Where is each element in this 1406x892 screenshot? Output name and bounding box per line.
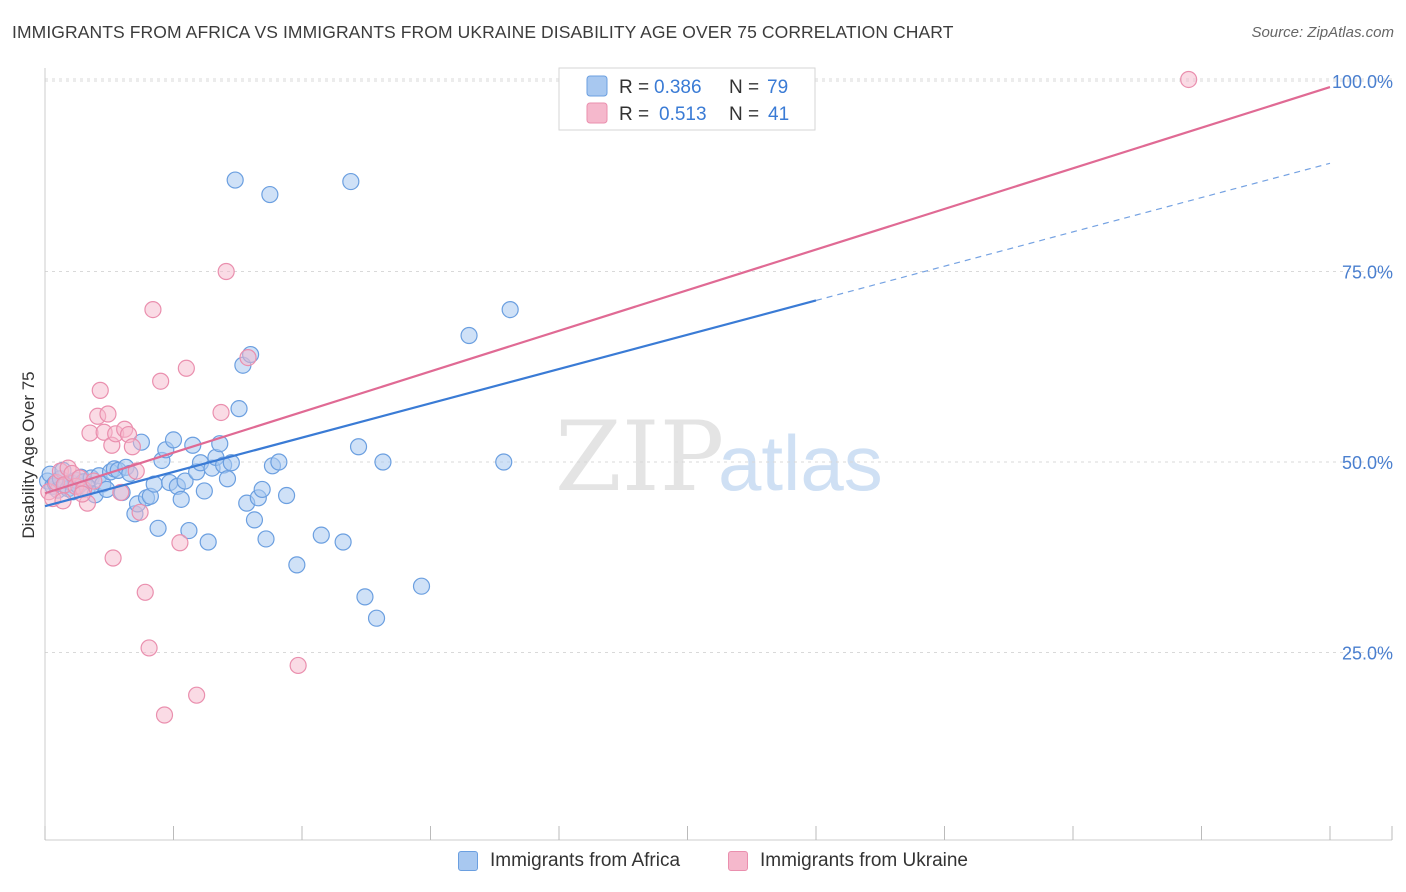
africa-point [412,577,431,595]
legend-top: R = 0.386 N = 79 R = 0.513 N = 41 [558,67,816,131]
africa-point [312,526,330,544]
y-tick-label: 50.0% [1342,453,1393,473]
africa-point [374,453,392,471]
source-label: Source: ZipAtlas.com [1251,24,1394,41]
watermark-zip: ZIP [555,401,724,513]
trend-lines [44,86,1331,508]
scatter-chart: ZIP atlas 25.0%50.0%75.0%100.0% 0.0%100.… [19,67,1393,841]
ukraine-point [144,301,162,319]
legend-ukraine-swatch [586,102,608,124]
legend-item-ukraine[interactable]: Immigrants from Ukraine [728,850,968,872]
legend-bottom: Immigrants from Africa Immigrants from U… [0,850,1406,880]
legend-ukraine-r-value: 0.513 [659,104,707,125]
legend-ukraine-r-label: R = [619,104,649,125]
ukraine-point [104,549,122,567]
ukraine-point [152,372,170,390]
legend-africa-r-label: R = [619,77,649,98]
africa-point [367,609,386,627]
chart-title: IMMIGRANTS FROM AFRICA VS IMMIGRANTS FRO… [12,22,954,42]
ukraine-point [136,583,154,601]
y-tick-labels: 25.0% 50.0% 75.0% 100.0% [1332,72,1393,664]
ukraine-point [112,483,130,502]
africa-point [176,472,194,490]
legend-africa-n-label: N = [729,77,759,98]
watermark: ZIP atlas [555,401,883,513]
africa-point [149,519,167,537]
y-tick-label: 100.0% [1332,72,1393,92]
africa-trend-line [44,299,817,508]
africa-point [184,436,202,454]
africa-point [288,556,306,574]
africa-point [172,490,190,508]
y-tick-label: 75.0% [1342,263,1393,283]
africa-point [460,326,478,345]
africa-point [349,438,368,456]
africa-point [218,470,237,488]
africa-point [342,172,360,191]
africa-point [270,453,288,471]
ukraine-point [123,438,141,456]
ukraine-point [99,405,117,423]
legend-ukraine-label: Immigrants from Ukraine [760,850,968,871]
africa-point [195,482,213,500]
legend-africa-n-value: 79 [767,77,788,98]
africa-trend-extension [815,162,1331,302]
africa-point [222,454,240,472]
legend-africa-swatch [586,75,608,97]
africa-point [199,533,217,551]
legend-africa-label: Immigrants from Africa [490,850,681,871]
africa-points [38,72,766,627]
africa-point [501,301,519,319]
ukraine-point [131,503,149,521]
ukraine-point [91,381,109,399]
legend-ukraine-n-value: 41 [768,104,789,125]
ukraine-point [1180,70,1198,89]
ukraine-point [155,706,174,724]
africa-point [356,588,374,606]
ukraine-point [188,686,206,704]
ukraine-point [127,462,145,480]
legend-item-africa[interactable]: Immigrants from Africa [458,850,680,872]
africa-point [245,511,264,529]
africa-point [261,185,279,204]
legend-ukraine-color-swatch [728,851,748,871]
ukraine-point [140,639,158,657]
watermark-atlas: atlas [718,419,883,507]
africa-point [226,171,244,189]
ukraine-point [217,262,235,281]
ukraine-point [212,403,230,422]
ukraine-point [289,656,307,675]
africa-point [253,480,271,499]
y-axis-label: Disability Age Over 75 [19,371,38,538]
y-tick-label: 25.0% [1342,644,1393,664]
ukraine-point [177,359,195,377]
africa-point [257,530,275,548]
ukraine-points [40,70,1198,724]
ukraine-trend-line [44,86,1331,495]
axes [44,68,1393,841]
ukraine-point [171,534,189,552]
africa-point [495,453,513,471]
africa-point [164,431,183,449]
ukraine-point [239,349,257,367]
africa-point [230,400,248,418]
legend-africa-color-swatch [458,851,478,871]
africa-point [277,486,296,505]
africa-point [334,533,352,551]
africa-point [180,521,198,540]
legend-africa-r-value: 0.386 [654,77,702,98]
legend-ukraine-n-label: N = [729,104,759,125]
